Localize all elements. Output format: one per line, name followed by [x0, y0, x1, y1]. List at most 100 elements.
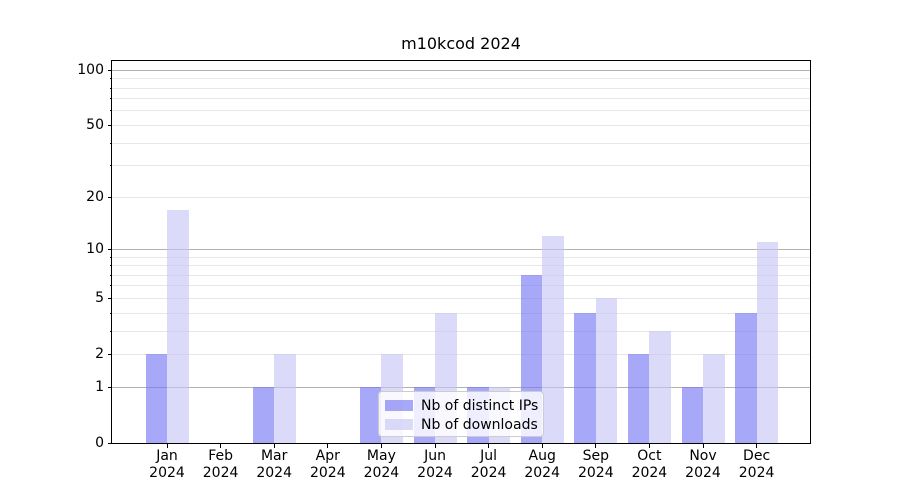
x-tick-label: Jun 2024	[407, 448, 463, 482]
x-tick-label-year: 2024	[149, 465, 185, 481]
y-tick-mark	[108, 196, 112, 198]
minor-gridline	[112, 274, 810, 276]
y-minor-tick-mark	[110, 256, 112, 258]
x-tick-label: May 2024	[353, 448, 409, 482]
bars-layer	[112, 61, 810, 443]
x-tick-label-month: Aug	[528, 448, 556, 464]
chart-title: m10kcod 2024	[401, 34, 521, 53]
x-tick-label-month: Dec	[743, 448, 771, 464]
y-tick-mark	[108, 386, 112, 388]
y-minor-tick-mark	[110, 285, 112, 287]
x-tick-mark	[327, 444, 329, 448]
y-tick-label: 20	[86, 189, 104, 206]
bar-sep-downloads	[595, 298, 618, 443]
x-tick-label-year: 2024	[417, 465, 453, 481]
x-tick-label-year: 2024	[256, 465, 292, 481]
x-tick-label: Dec 2024	[729, 448, 785, 482]
bar-dec-downloads	[756, 242, 779, 443]
x-tick-label-year: 2024	[685, 465, 721, 481]
bar-oct-downloads	[649, 331, 671, 443]
y-minor-tick-mark	[110, 165, 112, 167]
y-tick-label: 10	[86, 241, 104, 258]
x-tick-mark	[434, 444, 436, 448]
y-tick-mark	[108, 69, 112, 71]
y-tick-mark	[108, 442, 112, 444]
x-tick-label: Mar 2024	[246, 448, 302, 482]
y-minor-tick-mark	[110, 142, 112, 144]
bar-may-ips	[359, 387, 382, 443]
minor-gridline	[112, 297, 810, 299]
x-tick-label: Jan 2024	[139, 448, 195, 482]
x-tick-label: Nov 2024	[675, 448, 731, 482]
legend-item-downloads: Nb of downloads	[385, 415, 538, 434]
legend-swatch-ips-icon	[385, 400, 413, 411]
x-tick-mark	[648, 444, 650, 448]
y-minor-tick-mark	[110, 78, 112, 80]
x-tick-mark	[273, 444, 275, 448]
x-tick-label: Apr 2024	[300, 448, 356, 482]
legend-label-downloads: Nb of downloads	[421, 416, 538, 433]
x-tick-mark	[488, 444, 490, 448]
minor-gridline	[112, 256, 810, 258]
bar-nov-downloads	[703, 354, 725, 443]
x-tick-label-year: 2024	[524, 465, 560, 481]
y-tick-mark	[108, 124, 112, 126]
x-tick-label-year: 2024	[577, 465, 614, 481]
major-gridline	[112, 248, 810, 250]
minor-gridline	[112, 87, 810, 89]
legend: Nb of distinct IPs Nb of downloads	[378, 391, 544, 437]
x-tick-label-month: Feb	[208, 448, 233, 464]
major-gridline	[112, 69, 810, 71]
y-tick-label: 1	[95, 379, 104, 395]
x-tick-label-month: Jun	[424, 448, 446, 464]
bar-mar-downloads	[274, 354, 296, 443]
plot-area	[111, 60, 811, 444]
x-tick-label-month: May	[366, 448, 396, 464]
minor-gridline	[112, 124, 810, 126]
minor-gridline	[112, 312, 810, 314]
x-tick-label-month: Mar	[260, 448, 288, 464]
minor-gridline	[112, 330, 810, 332]
y-tick-label: 100	[77, 62, 104, 79]
x-tick-label-month: Apr	[315, 448, 340, 464]
bar-dec-ips	[735, 313, 757, 443]
bar-aug-downloads	[542, 235, 564, 443]
x-tick-label-year: 2024	[631, 465, 668, 481]
x-tick-mark	[702, 444, 704, 448]
y-minor-tick-mark	[110, 110, 112, 112]
x-tick-label-month: Sep	[582, 448, 609, 464]
minor-gridline	[112, 285, 810, 287]
x-tick-label: Feb 2024	[193, 448, 249, 482]
y-tick-mark	[108, 297, 112, 299]
y-tick-label: 50	[86, 117, 104, 134]
x-tick-label-month: Jan	[156, 448, 178, 464]
y-tick-label: 5	[95, 290, 104, 307]
x-tick-mark	[166, 444, 168, 448]
major-gridline	[112, 386, 810, 388]
bar-oct-ips	[627, 354, 650, 443]
x-tick-label-month: Oct	[637, 448, 662, 464]
x-tick-label: Oct 2024	[621, 448, 677, 482]
y-tick-label: 0	[95, 435, 104, 451]
x-tick-label: Aug 2024	[514, 448, 570, 482]
minor-gridline	[112, 165, 810, 167]
bar-sep-ips	[574, 313, 596, 443]
minor-gridline	[112, 98, 810, 100]
x-tick-label-month: Nov	[689, 448, 717, 464]
minor-gridline	[112, 353, 810, 355]
y-minor-tick-mark	[110, 98, 112, 100]
x-tick-label-year: 2024	[202, 465, 239, 481]
bar-nov-ips	[681, 387, 703, 443]
x-tick-mark	[756, 444, 758, 448]
legend-label-distinct-ips: Nb of distinct IPs	[421, 397, 539, 414]
x-tick-label: Sep 2024	[568, 448, 624, 482]
y-tick-mark	[108, 248, 112, 250]
minor-gridline	[112, 142, 810, 144]
y-tick-mark	[108, 353, 112, 355]
minor-gridline	[112, 265, 810, 266]
x-tick-label-year: 2024	[363, 465, 400, 481]
y-minor-tick-mark	[110, 274, 112, 276]
y-minor-tick-mark	[110, 87, 112, 89]
minor-gridline	[112, 196, 810, 198]
